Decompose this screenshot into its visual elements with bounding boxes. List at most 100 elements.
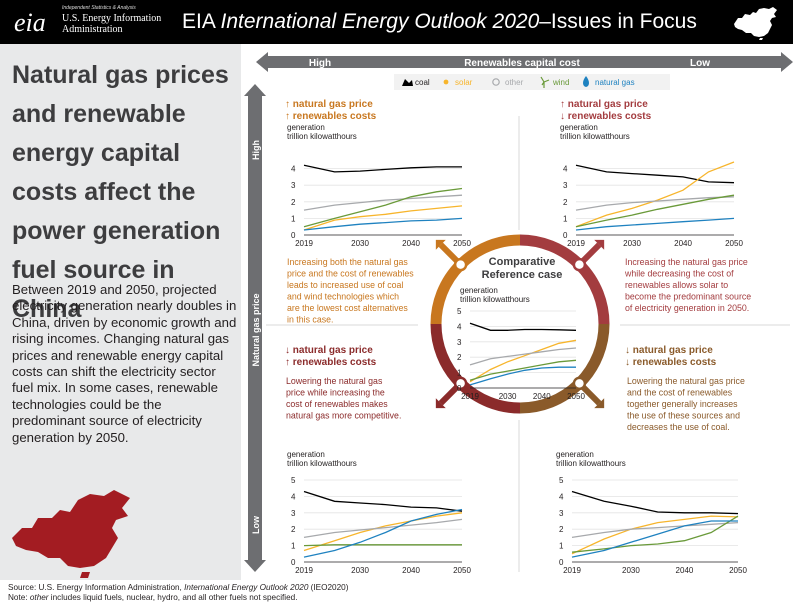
x-tick-label: 2050 (725, 239, 743, 248)
quadrant-br-description-line: the use of these sources and (627, 411, 740, 421)
legend-item-coal: coal (402, 78, 430, 87)
x-tick-label: 2040 (402, 239, 420, 248)
legend-item-wind: wind (540, 76, 569, 88)
chart-ylabel-unit: trillion kilowatthours (556, 459, 626, 468)
series-line-natural-gas (469, 366, 576, 386)
quadrant-tl-description-line: leads to increased use of coal (287, 280, 403, 290)
series-line-other (571, 521, 739, 539)
agency-tagline: Independent Statistics & Analysis (62, 5, 136, 11)
source-italic: International Energy Outlook 2020 (184, 583, 309, 592)
quadrant-tr-description-line: while decreasing the cost of (624, 269, 734, 279)
body-text: Between 2019 and 2050, projected electri… (12, 282, 237, 445)
series-line-coal (575, 164, 735, 184)
x-tick-label: 2040 (533, 392, 551, 401)
x-tick-label: 2030 (499, 392, 517, 401)
eia-logo[interactable]: eia (14, 8, 46, 37)
x-tick-label: 2030 (351, 239, 369, 248)
y-tick-label: 0 (291, 558, 296, 567)
axis-y-high: High (251, 140, 261, 160)
y-tick-label: 4 (457, 322, 462, 331)
coal-icon (402, 79, 413, 86)
y-tick-label: 5 (291, 476, 296, 485)
axis-x-low: Low (690, 58, 710, 69)
quadrant-bl-description-line: Lowering the natural gas (286, 376, 383, 386)
chart-ylabel: generation (556, 450, 594, 459)
x-tick-label: 2050 (453, 566, 471, 575)
series-line-coal (571, 490, 739, 515)
other-icon (492, 78, 500, 86)
y-tick-label: 4 (291, 492, 296, 501)
chart-ylabel-unit: trillion kilowatthours (287, 459, 357, 468)
quadrant-tr-description-line: renewables allows solar to (625, 280, 728, 290)
title-prefix: EIA (182, 10, 221, 33)
legend-label-coal: coal (415, 78, 430, 87)
legend: coal solar other wind natural gas (402, 76, 635, 88)
note-italic: other (29, 593, 49, 602)
quadrant-bl-renewables-label: ↑ renewables costs (285, 357, 377, 368)
arrow-low-high (435, 376, 468, 409)
series-line-other (303, 194, 463, 211)
y-tick-label: 3 (559, 509, 564, 518)
series-line-solar (575, 161, 735, 228)
quadrant-tl-description-line: are the lowest cost alternatives (287, 303, 408, 313)
series-line-wind (571, 515, 739, 553)
arrow-high-low (572, 239, 605, 272)
quadrant-bl-description-line: price while increasing the (286, 388, 385, 398)
series-line-wind (469, 359, 577, 381)
y-tick-label: 3 (563, 181, 568, 190)
quadrant-tr-gas-label: ↑ natural gas price (560, 99, 648, 110)
gas-price-axis-arrow (244, 84, 266, 572)
note-prefix: Note: (8, 593, 30, 602)
x-tick-label: 2050 (453, 239, 471, 248)
x-tick-label: 2030 (623, 239, 641, 248)
y-tick-label: 3 (291, 509, 296, 518)
header-bar: eia Independent Statistics & Analysis U.… (0, 0, 793, 44)
series-line-natural-gas (303, 508, 463, 558)
series-line-solar (571, 515, 739, 555)
y-tick-label: 1 (291, 542, 296, 551)
quadrant-tr-description-line: Increasing the natural gas price (625, 257, 748, 267)
quadrant-tr-renewables-label: ↓ renewables costs (560, 111, 652, 122)
series-line-wind (303, 187, 463, 228)
x-tick-label: 2019 (461, 392, 479, 401)
renewables-cost-axis-arrow (256, 52, 793, 72)
series-line-wind (575, 194, 735, 228)
y-tick-label: 2 (457, 353, 462, 362)
y-tick-label: 2 (559, 525, 564, 534)
y-tick-label: 2 (291, 525, 296, 534)
arrow-high-high (435, 239, 468, 272)
center-title-line2: Reference case (482, 269, 563, 281)
legend-label-wind: wind (552, 78, 569, 87)
chart-ylabel-unit: trillion kilowatthours (287, 132, 357, 141)
axis-y-label: Natural gas price (251, 293, 261, 366)
y-tick-label: 2 (291, 198, 296, 207)
quadrant-tl-renewables-label: ↑ renewables costs (285, 111, 377, 122)
y-tick-label: 1 (563, 214, 568, 223)
y-tick-label: 1 (559, 542, 564, 551)
y-tick-label: 3 (291, 181, 296, 190)
agency-name-line2: Administration (62, 24, 123, 35)
quadrant-br-description-line: Lowering the natural gas price (627, 376, 745, 386)
legend-label-solar: solar (455, 78, 473, 87)
quadrant-br-gas-label: ↓ natural gas price (625, 345, 713, 356)
x-tick-label: 2019 (295, 239, 313, 248)
series-line-wind (303, 544, 462, 547)
x-tick-label: 2050 (729, 566, 747, 575)
reference-ring (430, 234, 610, 414)
quadrant-bl-gas-label: ↓ natural gas price (285, 345, 373, 356)
y-tick-label: 4 (291, 165, 296, 174)
quadrant-tr-description-line: of electricity generation in 2050. (625, 303, 749, 313)
x-tick-label: 2040 (674, 239, 692, 248)
series-line-coal (303, 490, 463, 512)
quadrant-bl-description-line: cost of renewables makes (286, 399, 388, 409)
y-tick-label: 1 (291, 214, 296, 223)
quadrant-br-description-line: decreases the use of coal. (627, 422, 730, 432)
chart-ylabel: generation (287, 123, 325, 132)
quadrant-tl-description-line: price and the cost of renewables (287, 269, 414, 279)
